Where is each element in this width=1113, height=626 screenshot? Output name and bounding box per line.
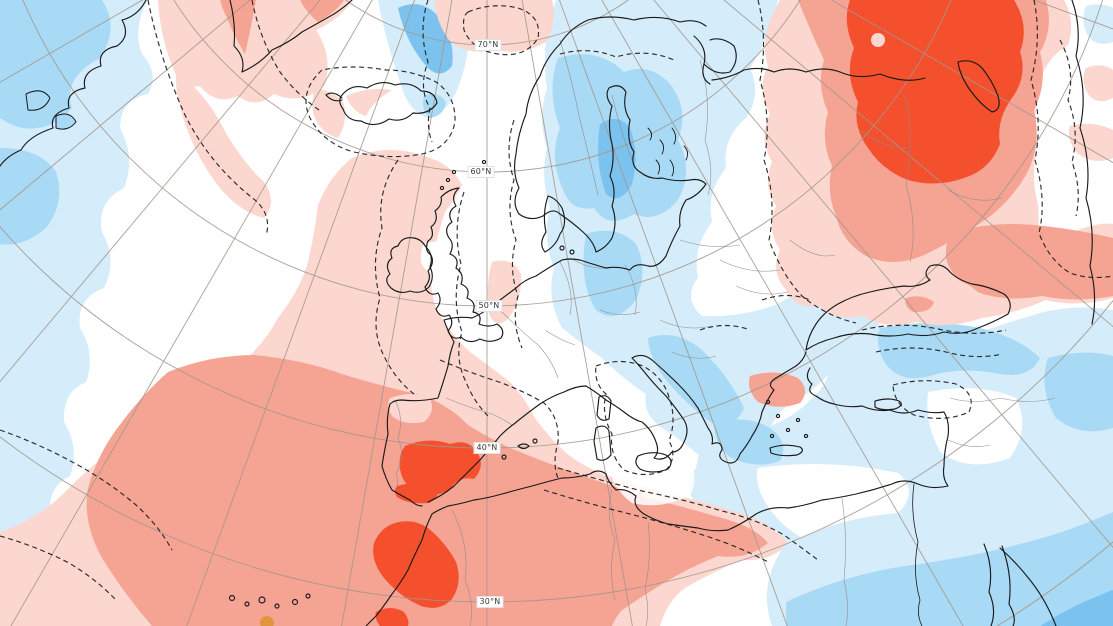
coast-red-sea-east <box>1001 545 1015 626</box>
coast-denmark <box>541 195 566 253</box>
cool-patch-adriatic <box>648 335 744 425</box>
coast-great-britain <box>424 187 504 343</box>
finland-lakes <box>647 127 689 177</box>
cool-patch-levant <box>877 323 1040 379</box>
warm-strong-atlas <box>373 521 459 608</box>
coast-norway-north <box>587 16 707 27</box>
latitude-label-30n: 30°N <box>476 596 504 608</box>
coast-barents <box>711 67 926 81</box>
island-cyprus <box>874 398 902 411</box>
warm-patch-right-edge-2 <box>1068 123 1113 161</box>
coast-ireland <box>386 237 433 294</box>
island-sicily <box>635 452 672 473</box>
coast-red-sea-west <box>983 543 995 626</box>
coast-mainland-europe-africa <box>365 259 950 626</box>
cool-patch-right-mid <box>1044 352 1113 432</box>
island-dots <box>228 159 809 609</box>
warm-sliver-greenland-coast-2 <box>300 0 344 22</box>
warm-strong-atlas-stub <box>375 608 409 626</box>
island-sardinia <box>593 425 612 461</box>
white-hole-jordan <box>927 388 1023 465</box>
island-novaya-zemlya <box>957 60 1000 113</box>
warm-patch-caucasus <box>945 224 1113 300</box>
latitude-label-70n: 70°N <box>474 39 502 51</box>
cool-sliver-bottom-right <box>1040 590 1113 626</box>
latitude-label-50n: 50°N <box>475 300 503 312</box>
coast-scandinavia <box>513 19 707 271</box>
latitude-label-40n: 40°N <box>473 442 501 454</box>
latitude-label-60n: 60°N <box>467 166 495 178</box>
island-crete <box>769 444 803 457</box>
island-greenland-sw-2 <box>55 113 77 130</box>
warm-strong-rif <box>395 483 438 504</box>
warm-patch-right-edge-1 <box>1083 65 1113 102</box>
coast-red-sea-far <box>999 547 1057 626</box>
country-borders-layer <box>393 39 1056 626</box>
cool-strip-bottom <box>786 512 1113 626</box>
warm-field-russia-core <box>846 0 1024 184</box>
cool-field-middle-east <box>688 307 1113 626</box>
warm-band-east-greenland <box>158 0 352 103</box>
island-greenland-sw-1 <box>25 90 51 111</box>
warm-strong-central-spain <box>399 440 481 496</box>
coast-caspian <box>1071 0 1096 325</box>
coast-iceland <box>325 82 438 126</box>
warm-sliver-greenland-coast <box>220 0 256 54</box>
white-hole-east-libya <box>756 464 909 538</box>
warm-accent-dot-canaries <box>260 616 274 626</box>
warm-tongue-denmark-strait <box>175 72 271 218</box>
coast-greenland-west <box>0 0 147 167</box>
coast-black-sea <box>805 264 1011 351</box>
warm-light-galicia <box>388 394 432 424</box>
contour-dashed-layer <box>0 0 1113 601</box>
island-majorca <box>517 443 530 450</box>
warm-core-hole-dot <box>871 33 885 47</box>
river-nile <box>912 483 923 626</box>
coast-greenland-east <box>229 0 353 73</box>
island-corsica <box>596 395 612 421</box>
warm-patch-thrace <box>749 372 806 407</box>
cool-patch-topright-corner <box>1083 4 1113 44</box>
cool-patch-south-baltic <box>583 230 643 317</box>
warm-patch-iceland-interior <box>346 88 392 116</box>
coast-white-sea <box>693 35 737 85</box>
